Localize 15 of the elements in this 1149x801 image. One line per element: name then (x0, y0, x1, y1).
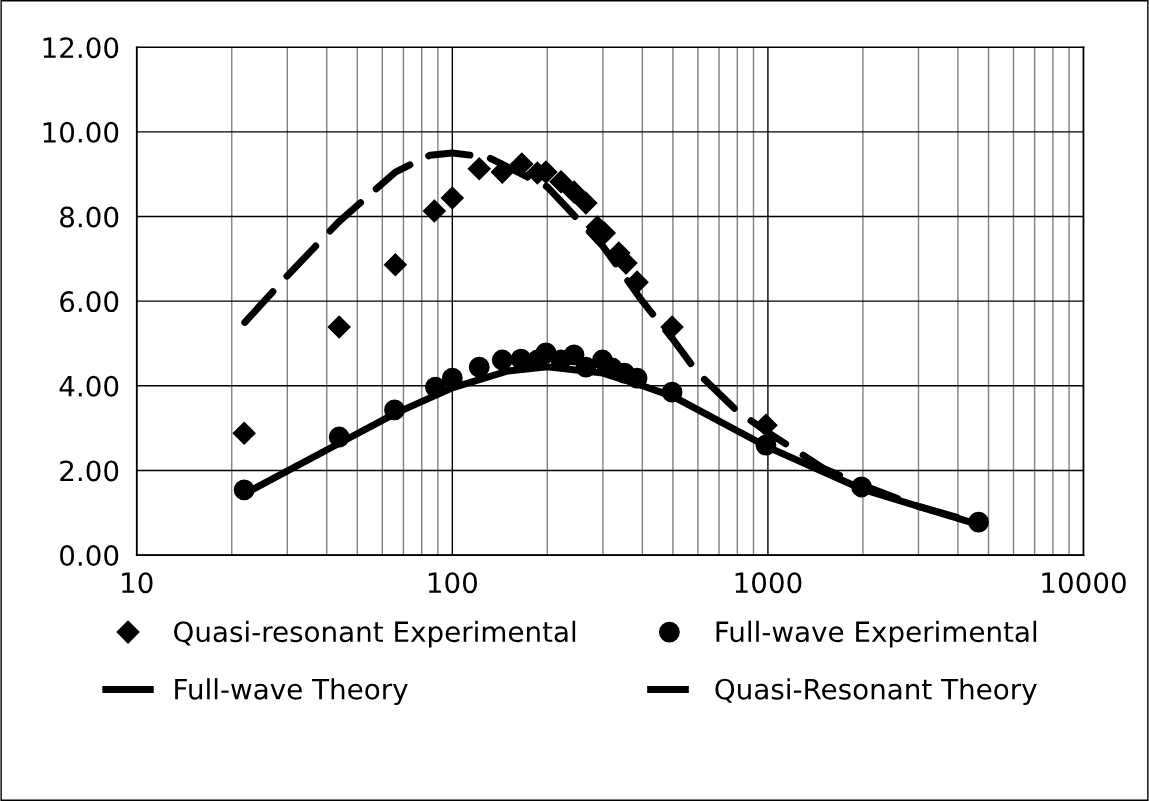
x-tick-label: 1000 (735, 572, 802, 594)
y-tick-label: 0.00 (60, 545, 119, 567)
legend-label: Full-wave Experimental (716, 620, 1037, 648)
x-tick-label: 100 (428, 572, 477, 594)
y-tick-label: 2.00 (60, 460, 119, 482)
y-tick-label: 10.00 (43, 121, 119, 143)
legend-label: Full-wave Theory (175, 678, 408, 706)
y-tick-label: 6.00 (60, 291, 119, 313)
y-tick-label: 4.00 (59, 375, 119, 397)
legend-label: Quasi-Resonant Theory (715, 678, 1037, 706)
x-tick-label: 10 (122, 572, 153, 594)
legend-label: Quasi-resonant Experimental (174, 620, 576, 648)
x-tick-label: 10000 (1042, 572, 1126, 594)
y-tick-label: 8.00 (60, 206, 119, 228)
y-tick-label: 12.00 (43, 37, 119, 59)
